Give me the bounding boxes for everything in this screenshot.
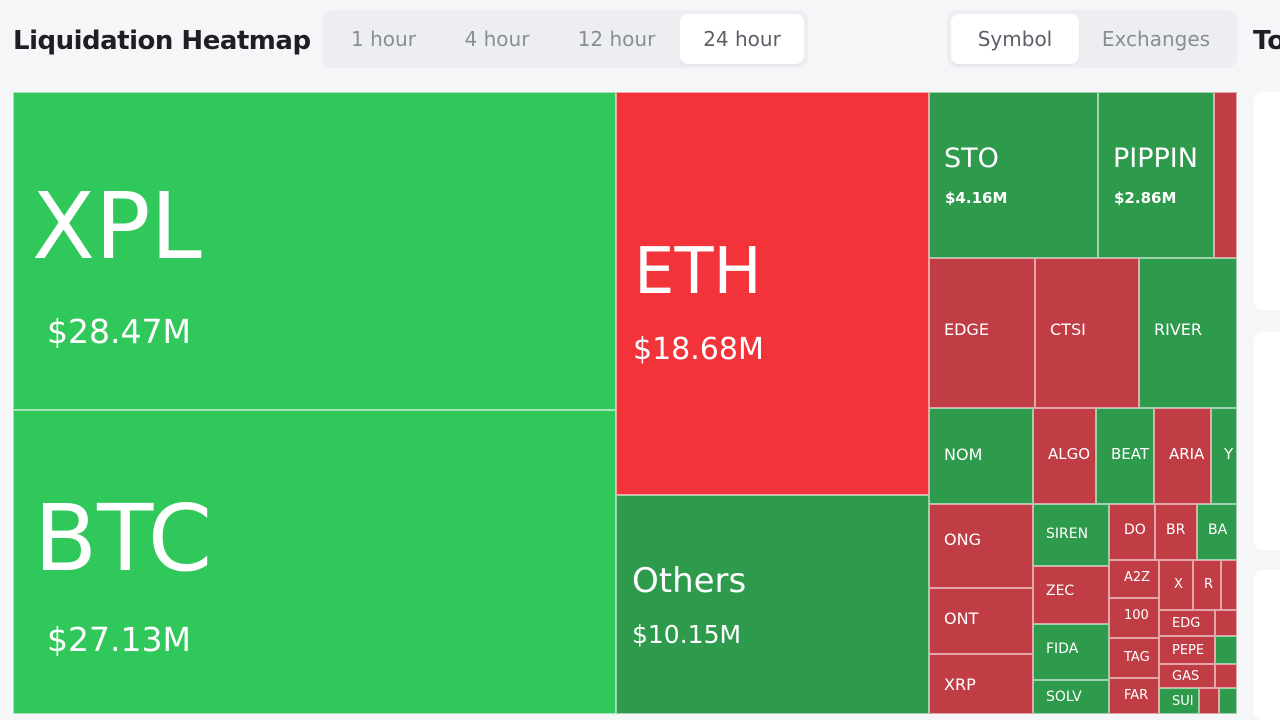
tile-symbol: XPL: [32, 173, 202, 280]
tile-symbol: CTSI: [1050, 320, 1086, 339]
tile-symbol: R: [1204, 577, 1214, 592]
tile-fida[interactable]: FIDA: [1033, 624, 1109, 680]
tile-unlabeled[interactable]: [1221, 560, 1237, 610]
tile-a2z[interactable]: A2Z: [1109, 560, 1159, 598]
tile-sto[interactable]: STO $4.16M: [929, 92, 1098, 258]
tile-symbol: ZEC: [1046, 583, 1075, 599]
tile-ont[interactable]: ONT: [929, 588, 1033, 654]
tile-ba[interactable]: BA: [1197, 504, 1237, 560]
tile-symbol: BTC: [34, 485, 213, 592]
tile-value: $2.86M: [1114, 189, 1177, 207]
tile-symbol: GAS: [1172, 669, 1200, 684]
tile-symbol: BR: [1166, 522, 1186, 538]
tile-tag[interactable]: TAG: [1109, 638, 1159, 678]
tile-edg[interactable]: EDG: [1159, 610, 1215, 636]
tile-unlabeled[interactable]: [1215, 664, 1237, 688]
tile-ctsi[interactable]: CTSI: [1035, 258, 1139, 408]
tile-symbol: 100: [1124, 608, 1149, 623]
tile-unlabeled[interactable]: [1214, 92, 1237, 258]
tile-symbol: BEAT: [1111, 445, 1150, 463]
tile-symbol: SIREN: [1046, 526, 1089, 542]
tile-symbol: PIPPIN: [1113, 143, 1198, 174]
tile-symbol: FAR: [1124, 688, 1149, 703]
tile-symbol: BA: [1208, 522, 1228, 538]
tile-value: $4.16M: [945, 189, 1008, 207]
tile-y[interactable]: Y: [1211, 408, 1237, 504]
tile-unlabeled[interactable]: [1215, 610, 1237, 636]
tile-symbol: NOM: [944, 445, 983, 464]
tile-value: $27.13M: [47, 620, 191, 659]
tile-algo[interactable]: ALGO: [1033, 408, 1096, 504]
tile-symbol: PEPE: [1172, 643, 1205, 658]
tile-eth[interactable]: ETH $18.68M: [616, 92, 929, 495]
tile-ong[interactable]: ONG: [929, 504, 1033, 588]
tile-siren[interactable]: SIREN: [1033, 504, 1109, 566]
tile-zec[interactable]: ZEC: [1033, 566, 1109, 624]
tile-symbol: Others: [632, 561, 747, 601]
tile-symbol: XRP: [944, 675, 976, 694]
time-option-12h[interactable]: 12 hour: [577, 27, 656, 51]
time-option-1h[interactable]: 1 hour: [351, 27, 416, 51]
time-range-selector: 1 hour 4 hour 12 hour 24 hour: [322, 10, 808, 68]
tile-xpl[interactable]: XPL $28.47M: [13, 92, 616, 410]
liquidation-treemap: XPL $28.47M BTC $27.13M ETH $18.68M Othe…: [13, 92, 1237, 714]
time-option-24h[interactable]: 24 hour: [680, 14, 804, 64]
tile-unlabeled[interactable]: [1215, 636, 1237, 664]
tile-symbol: DO: [1124, 522, 1146, 538]
tile-beat[interactable]: BEAT: [1096, 408, 1154, 504]
tile-sui[interactable]: SUI: [1159, 688, 1199, 714]
tile-pippin[interactable]: PIPPIN $2.86M: [1098, 92, 1214, 258]
tile-symbol: ONT: [944, 609, 979, 628]
page-title: Liquidation Heatmap: [13, 26, 311, 56]
tile-symbol: ALGO: [1048, 445, 1091, 463]
tile-gas[interactable]: GAS: [1159, 664, 1215, 688]
tile-value: $10.15M: [632, 620, 742, 649]
tile-symbol: X: [1174, 577, 1183, 592]
tile-symbol: ARIA: [1169, 445, 1205, 463]
tile-value: $28.47M: [47, 312, 191, 351]
tile-symbol: ETH: [634, 235, 762, 309]
side-panel-card: [1254, 92, 1280, 310]
tile-nom[interactable]: NOM: [929, 408, 1033, 504]
tile-symbol: A2Z: [1124, 570, 1151, 585]
tile-value: $18.68M: [633, 332, 764, 367]
tile-pepe[interactable]: PEPE: [1159, 636, 1215, 664]
tile-unlabeled[interactable]: [1199, 688, 1219, 714]
tile-symbol: SOLV: [1046, 689, 1082, 705]
tile-br[interactable]: BR: [1155, 504, 1197, 560]
tile-x[interactable]: X: [1159, 560, 1193, 610]
tile-others[interactable]: Others $10.15M: [616, 495, 929, 714]
tile-symbol: RIVER: [1154, 320, 1203, 339]
tile-symbol: EDG: [1172, 616, 1201, 631]
group-by-selector: Symbol Exchanges: [947, 10, 1237, 68]
tile-symbol: STO: [944, 143, 999, 174]
tile-aria[interactable]: ARIA: [1154, 408, 1211, 504]
tile-symbol: ONG: [944, 530, 981, 549]
tile-solv[interactable]: SOLV: [1033, 680, 1109, 714]
side-panel-card: [1254, 332, 1280, 550]
tile-xrp[interactable]: XRP: [929, 654, 1033, 714]
time-option-4h[interactable]: 4 hour: [464, 27, 530, 51]
tile-symbol: EDGE: [944, 320, 989, 339]
side-panel-card: [1254, 570, 1280, 720]
tile-r[interactable]: R: [1193, 560, 1221, 610]
tile-edge[interactable]: EDGE: [929, 258, 1035, 408]
group-option-exchanges[interactable]: Exchanges: [1101, 27, 1211, 51]
tile-far[interactable]: FAR: [1109, 678, 1159, 714]
tile-symbol: SUI: [1172, 694, 1194, 709]
tile-symbol: TAG: [1124, 650, 1150, 665]
tile-1000[interactable]: 100: [1109, 598, 1159, 638]
side-panel-title: To: [1253, 26, 1280, 56]
group-option-symbol[interactable]: Symbol: [951, 14, 1079, 64]
tile-river[interactable]: RIVER: [1139, 258, 1237, 408]
tile-btc[interactable]: BTC $27.13M: [13, 410, 616, 714]
tile-symbol: FIDA: [1046, 641, 1079, 657]
tile-unlabeled[interactable]: [1219, 688, 1237, 714]
tile-symbol: Y: [1224, 445, 1234, 463]
tile-do[interactable]: DO: [1109, 504, 1155, 560]
